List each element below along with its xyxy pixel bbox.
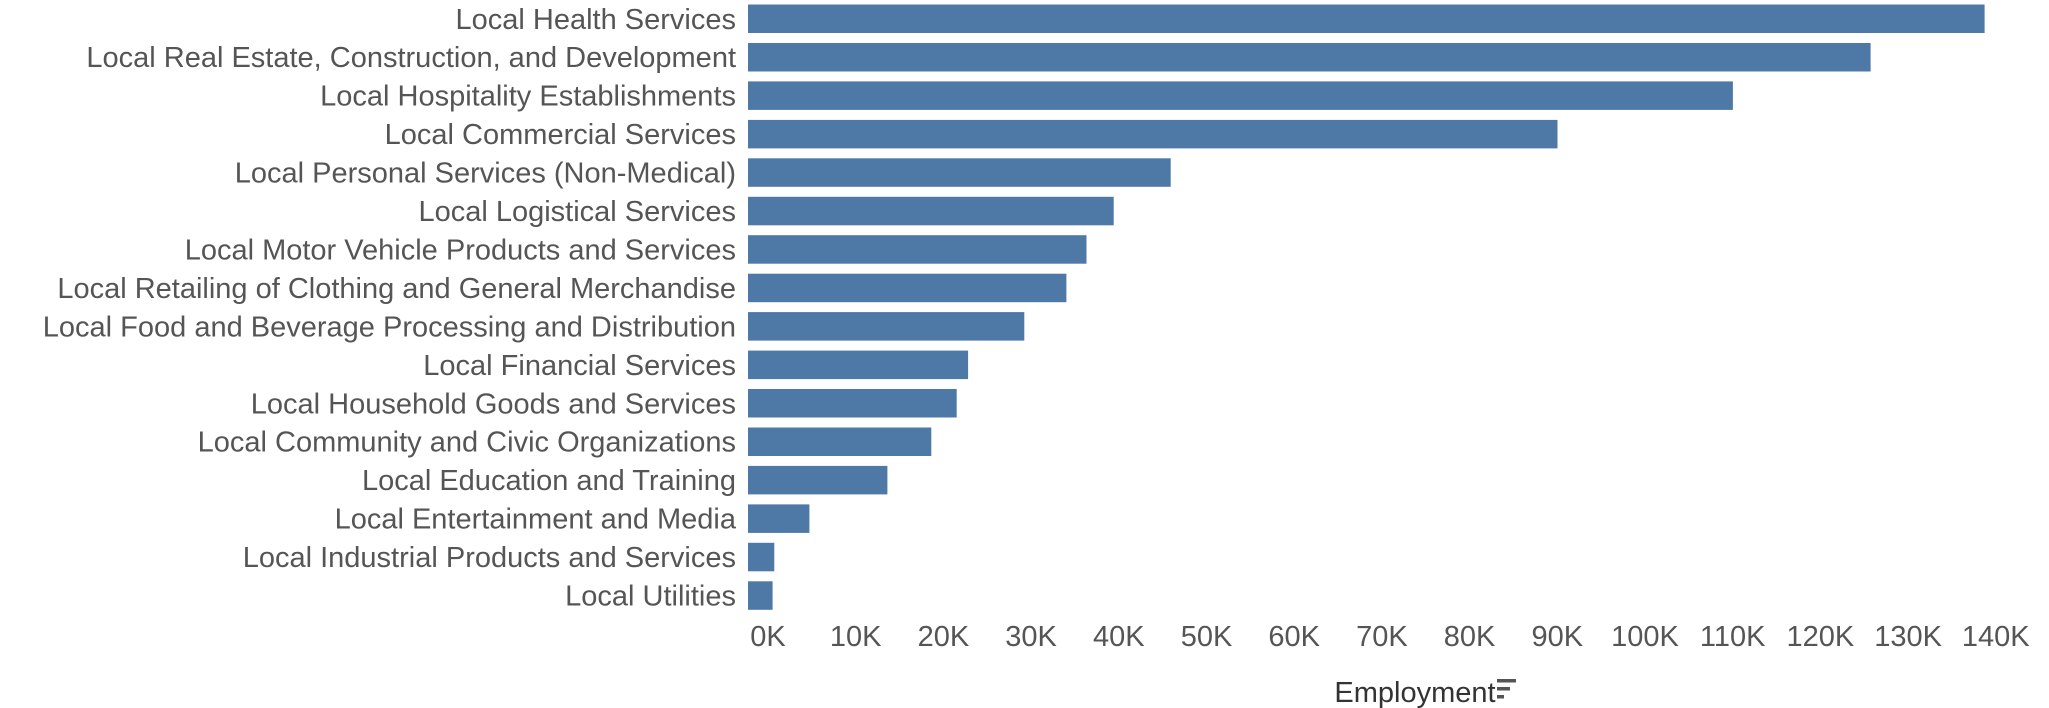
x-tick-label: 30K <box>1005 621 1057 653</box>
category-label: Local Hospitality Establishments <box>320 81 736 113</box>
category-label: Local Entertainment and Media <box>335 504 737 536</box>
x-tick-label: 0K <box>750 621 786 653</box>
category-label: Local Logistical Services <box>418 196 736 228</box>
bar[interactable] <box>748 427 932 457</box>
x-tick-label: 70K <box>1356 621 1408 653</box>
bar[interactable] <box>748 119 1558 149</box>
bar[interactable] <box>748 465 888 495</box>
x-axis-ticks: 0K 10K 20K 30K 40K 50K 60K 70K 80K 90K 100K 110K 120… <box>750 621 2030 653</box>
bar[interactable] <box>748 504 810 533</box>
x-tick-label: 90K <box>1531 621 1583 653</box>
bar[interactable] <box>748 350 969 380</box>
x-tick-label: 20K <box>918 621 970 653</box>
category-label: Local Real Estate, Construction, and Dev… <box>86 42 736 74</box>
category-label: Local Community and Civic Organizations <box>198 427 736 459</box>
bar[interactable] <box>748 235 1087 264</box>
category-label: Local Health Services <box>456 4 736 36</box>
bar[interactable] <box>748 158 1171 187</box>
bar[interactable] <box>748 273 1067 303</box>
x-tick-label: 100K <box>1611 621 1679 653</box>
x-tick-label: 120K <box>1787 621 1855 653</box>
x-tick-label: 110K <box>1700 621 1766 653</box>
bar[interactable] <box>748 389 957 418</box>
bar[interactable] <box>748 542 775 572</box>
bar[interactable] <box>748 581 773 610</box>
x-tick-label: 40K <box>1093 621 1145 653</box>
x-tick-label: 130K <box>1874 621 1942 653</box>
x-tick-label: 60K <box>1268 621 1320 653</box>
category-label: Local Motor Vehicle Products and Service… <box>185 235 736 267</box>
sort-descending-icon[interactable] <box>1497 679 1516 699</box>
bar[interactable] <box>748 196 1114 226</box>
x-tick-label: 140K <box>1962 621 2030 653</box>
bar[interactable] <box>748 4 1985 34</box>
category-label: Local Utilities <box>565 581 736 613</box>
bars-group <box>748 4 1985 610</box>
category-label: Local Commercial Services <box>385 119 736 151</box>
bar[interactable] <box>748 43 1871 72</box>
bar[interactable] <box>748 81 1733 110</box>
x-axis-title: Employment <box>1334 677 1495 708</box>
category-labels: Local Health Services Local Real Estate, … <box>43 4 737 613</box>
category-label: Local Personal Services (Non-Medical) <box>235 158 736 190</box>
bar[interactable] <box>748 312 1025 341</box>
x-tick-label: 80K <box>1444 621 1496 653</box>
category-label: Local Education and Training <box>362 465 736 497</box>
x-tick-label: 10K <box>830 621 882 653</box>
category-label: Local Food and Beverage Processing and D… <box>43 311 736 343</box>
category-label: Local Financial Services <box>423 350 736 382</box>
category-label: Local Household Goods and Services <box>251 388 736 420</box>
x-tick-label: 50K <box>1181 621 1233 653</box>
category-label: Local Retailing of Clothing and General … <box>57 273 736 305</box>
category-label: Local Industrial Products and Services <box>243 542 736 574</box>
